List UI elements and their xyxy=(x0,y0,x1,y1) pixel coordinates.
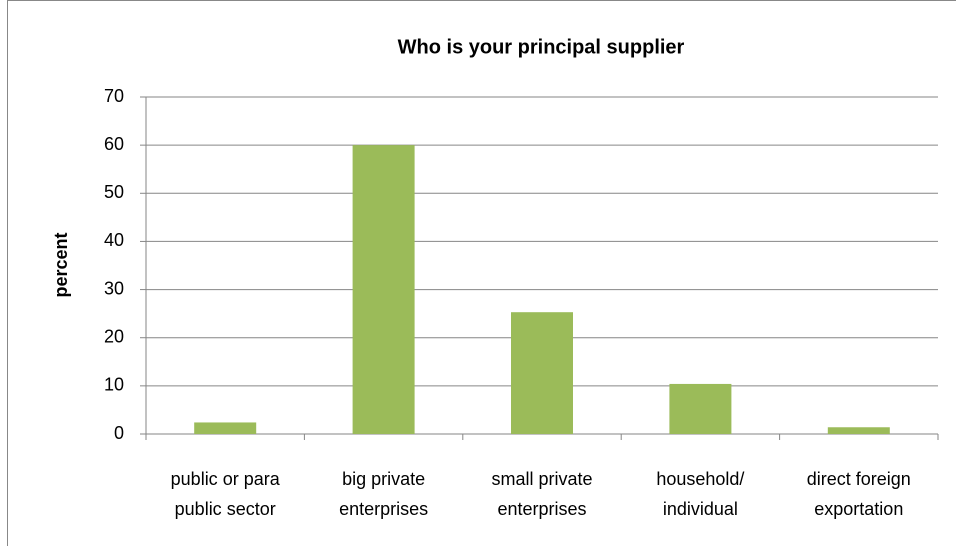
bar xyxy=(669,383,732,434)
bar xyxy=(827,427,890,434)
chart-frame xyxy=(7,0,956,546)
y-tick-label: 20 xyxy=(104,326,124,346)
y-tick-label: 40 xyxy=(104,230,124,250)
y-tick-label: 10 xyxy=(104,375,124,395)
x-tick-label: small private xyxy=(491,469,592,489)
chart-title: Who is your principal supplier xyxy=(398,36,685,58)
y-tick-label: 50 xyxy=(104,182,124,202)
bar xyxy=(194,422,257,434)
x-tick-label: enterprises xyxy=(339,499,428,519)
x-tick-label: public sector xyxy=(175,499,276,519)
y-axis-label: percent xyxy=(51,232,71,297)
y-tick-label: 70 xyxy=(104,86,124,106)
x-tick-label: household/ xyxy=(656,469,744,489)
x-tick-label: public or para xyxy=(171,469,281,489)
y-tick-label: 30 xyxy=(104,278,124,298)
y-tick-label: 60 xyxy=(104,134,124,154)
bar xyxy=(511,312,573,434)
x-tick-label: direct foreign xyxy=(807,469,911,489)
x-tick-label: big private xyxy=(342,469,425,489)
x-tick-label: individual xyxy=(663,499,738,519)
y-tick-label: 0 xyxy=(114,423,124,443)
x-tick-label: exportation xyxy=(814,499,903,519)
bar xyxy=(352,145,415,434)
x-tick-label: enterprises xyxy=(497,499,586,519)
